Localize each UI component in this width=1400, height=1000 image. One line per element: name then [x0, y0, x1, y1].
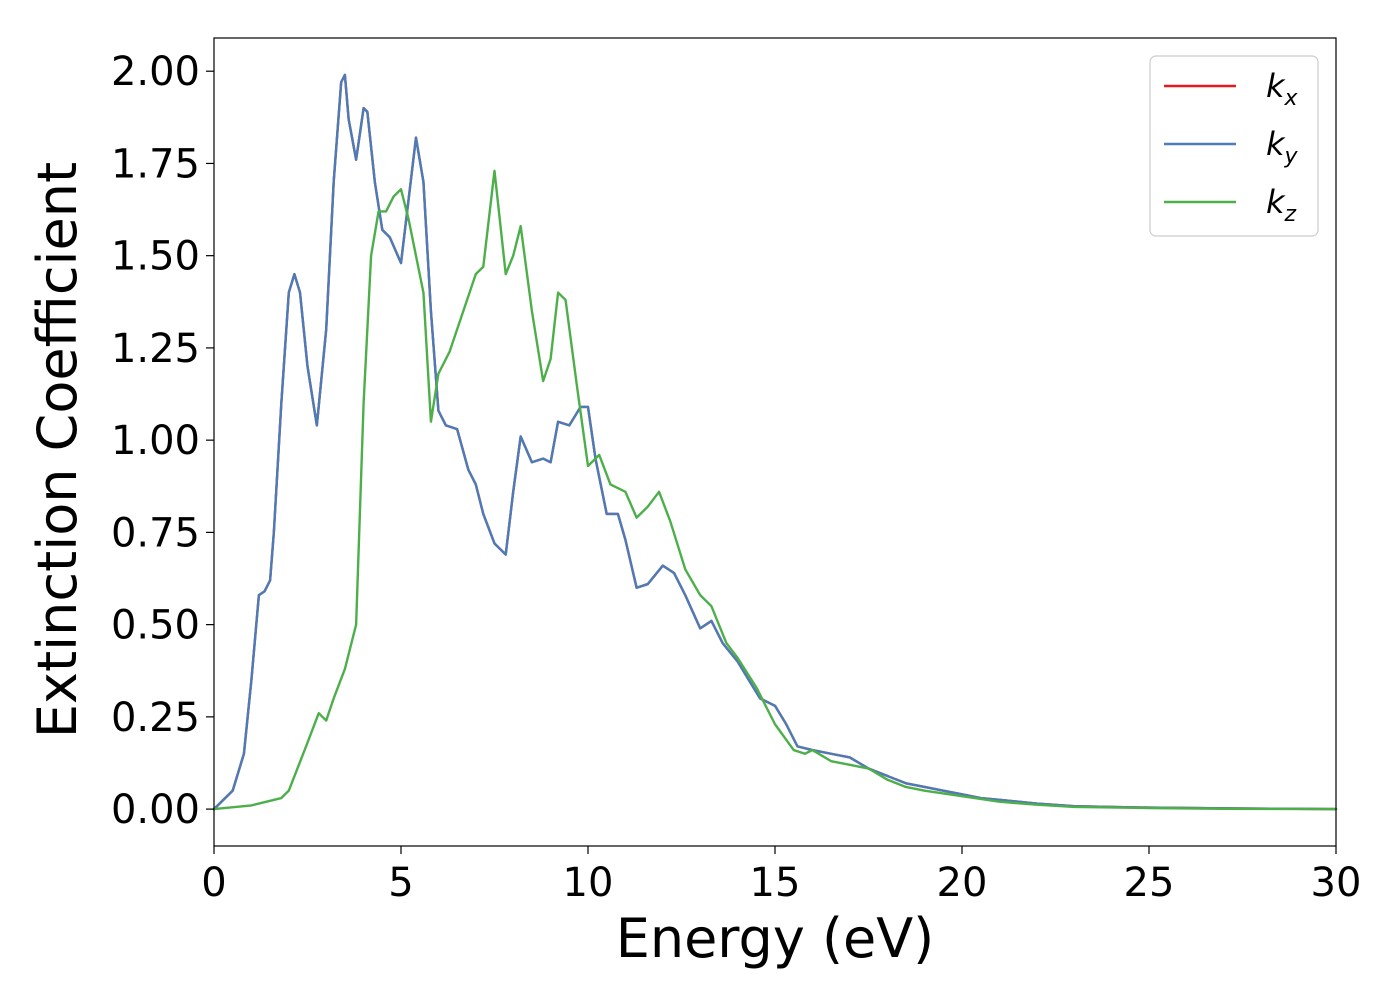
y-tick-label: 0.75 — [111, 510, 200, 556]
legend-label-kz: kz — [1266, 183, 1297, 227]
x-tick-label: 10 — [563, 860, 614, 906]
series-line-kz — [212, 169, 1338, 811]
legend-label-ky: ky — [1266, 125, 1299, 169]
x-axis-ticks: 0 5 10 15 20 25 30 — [201, 846, 1361, 906]
x-tick-label: 5 — [388, 860, 413, 906]
x-tick-label: 20 — [937, 860, 988, 906]
x-tick-label: 30 — [1311, 860, 1362, 906]
y-tick-label: 0.00 — [111, 787, 200, 833]
y-tick-label: 0.25 — [111, 695, 200, 741]
y-tick-label: 1.00 — [111, 418, 200, 464]
y-tick-label: 1.50 — [111, 234, 200, 280]
y-tick-label: 0.50 — [111, 603, 200, 649]
y-tick-label: 2.00 — [111, 49, 200, 95]
x-tick-label: 0 — [201, 860, 226, 906]
x-tick-label: 25 — [1124, 860, 1175, 906]
series-lines — [212, 73, 1338, 811]
y-axis-label: Extinction Coefficient — [26, 162, 89, 738]
legend: kx ky kz — [1149, 55, 1319, 237]
y-tick-label: 1.75 — [111, 141, 200, 187]
legend-label-kx: kx — [1266, 67, 1299, 111]
y-axis-ticks: 0.00 0.25 0.50 0.75 1.00 1.25 1.50 1.75 2.00 — [111, 49, 214, 833]
x-tick-label: 15 — [750, 860, 801, 906]
series-line-ky — [212, 73, 1338, 811]
legend-box — [1149, 55, 1319, 237]
y-tick-label: 1.25 — [111, 326, 200, 372]
x-axis-label: Energy (eV) — [616, 907, 935, 970]
